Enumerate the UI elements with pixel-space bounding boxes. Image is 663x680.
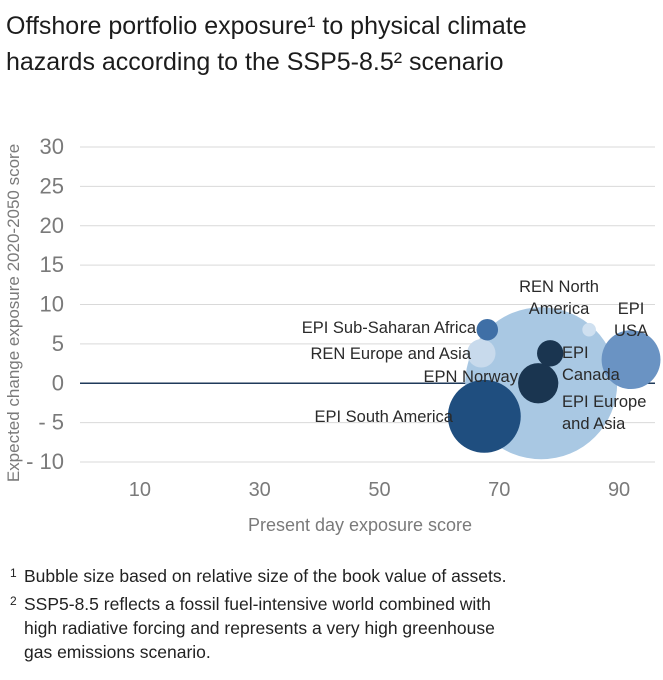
bubble-ren-north-america (582, 322, 596, 337)
bubble-chart: EPI Europe and Asia EPI South America EPI US… (4, 134, 661, 535)
bubble-ren-europe-and-asia (467, 339, 496, 368)
x-tick-labels: 10 30 50 70 90 (129, 479, 630, 501)
footnote-2: 2 SSP5-8.5 reflects a fossil fuel-intensi… (10, 592, 660, 664)
bubble-label: EPI South America (315, 408, 454, 426)
bubble-label-line: Canada (562, 366, 621, 384)
x-tick-label: 90 (608, 479, 630, 501)
bubble-epi-sub-saharan-africa (476, 318, 499, 341)
footnote-1: 1 Bubble size based on relative size of t… (10, 564, 660, 588)
bubble-label-line: REN Europe and Asia (310, 345, 471, 363)
bubble-label-line: USA (614, 322, 648, 340)
bubble-label-line: EPI (562, 344, 589, 362)
x-tick-label: 30 (249, 479, 271, 501)
y-tick-label: - 10 (26, 449, 64, 474)
bubble-label-line: EPN Norway (424, 368, 519, 386)
y-tick-label: 30 (40, 134, 64, 159)
chart-title-line-2: hazards according to the SSP5-8.5² scena… (6, 48, 504, 76)
bubble-label: EPI USA (614, 300, 648, 340)
bubble-label-line: EPI Europe (562, 393, 646, 411)
y-tick-label: 20 (40, 213, 64, 238)
bubble-label: EPI Europe and Asia (562, 393, 646, 433)
y-axis-label: Expected change exposure 2020-2050 score (4, 144, 23, 482)
bubble-epi-usa (601, 330, 661, 390)
bubbles (447, 307, 661, 460)
footnote-marker: 2 (10, 594, 17, 608)
x-axis-label: Present day exposure score (248, 515, 472, 535)
bubble-label-line: EPI Sub-Saharan Africa (302, 319, 477, 337)
footnote-text: Bubble size based on relative size of th… (24, 566, 507, 586)
y-tick-label: 5 (52, 331, 64, 356)
chart-title: Offshore portfolio exposure¹ to physical… (6, 8, 656, 80)
x-tick-label: 10 (129, 479, 151, 501)
bubble-label: REN North America (519, 278, 599, 318)
bubble-label-line: EPI (618, 300, 645, 318)
bubble-label-line: and Asia (562, 415, 626, 433)
footnotes: 1 Bubble size based on relative size of t… (10, 564, 660, 664)
y-tick-label: 10 (40, 292, 64, 317)
bubble-label: EPI Sub-Saharan Africa (302, 319, 477, 337)
bubble-epi-south-america (447, 379, 521, 453)
bubble-epi-canada (537, 340, 564, 367)
x-tick-label: 70 (488, 479, 510, 501)
footnote-text: gas emissions scenario. (24, 642, 211, 662)
bubble-label-line: REN North (519, 278, 599, 296)
bubble-label-line: America (529, 300, 590, 318)
y-tick-label: 0 (52, 370, 64, 395)
bubble-epn-norway (518, 363, 559, 404)
y-tick-label: 15 (40, 252, 64, 277)
footnote-text: SSP5-8.5 reflects a fossil fuel-intensiv… (24, 594, 491, 614)
bubble-label: REN Europe and Asia (310, 345, 471, 363)
footnote-text: high radiative forcing and represents a … (24, 618, 495, 638)
chart-title-line-1: Offshore portfolio exposure¹ to physical… (6, 12, 527, 40)
bubble-labels: EPI Europe and Asia EPI South America EPI US… (302, 278, 648, 433)
bubble-label: EPI Canada (562, 344, 621, 384)
y-tick-label: 25 (40, 173, 64, 198)
footnote-marker: 1 (10, 566, 17, 580)
y-tick-labels: 30 25 20 15 10 5 0 - 5 - 10 (26, 134, 64, 474)
bubble-label: EPN Norway (424, 368, 519, 386)
x-tick-label: 50 (368, 479, 390, 501)
y-tick-label: - 5 (38, 410, 64, 435)
bubble-label-line: EPI South America (315, 408, 454, 426)
